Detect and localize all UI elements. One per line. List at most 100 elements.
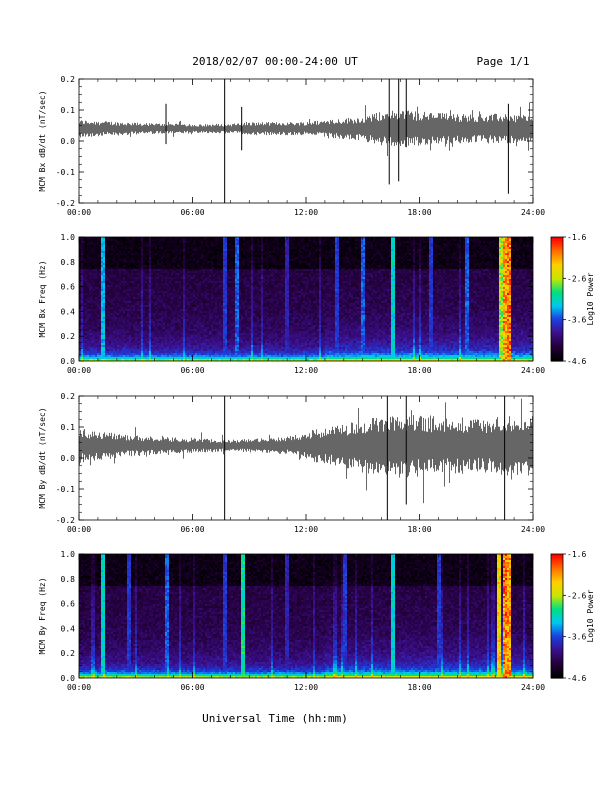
spectrogram-cell [107,251,109,253]
spectrogram-cell [167,321,169,323]
spectrogram-cell [149,265,151,267]
spectrogram-cell [107,347,109,349]
spectrogram-cell [83,337,85,339]
spectrogram-cell [131,293,133,295]
spectrogram-cell [125,347,127,349]
spectrogram-cell [95,241,97,243]
spectrogram-cell [129,251,131,253]
spectrogram-cell [149,247,151,249]
spectrogram-cell [103,293,105,295]
spectrogram-cell [103,247,105,249]
spectrogram-cell [145,275,147,277]
spectrogram-cell [153,247,155,249]
spectrogram-cell [101,339,103,341]
spectrogram-cell [149,315,151,317]
spectrogram-cell [165,301,167,303]
spectrogram-cell [161,327,163,329]
spectrogram-cell [135,243,137,245]
spectrogram-cell [105,337,107,339]
spectrogram-cell [123,291,125,293]
spectrogram-cell [129,259,131,261]
spectrogram-cell [81,321,83,323]
spectrogram-cell [91,317,93,319]
spectrogram-cell [145,347,147,349]
spectrogram-cell [127,321,129,323]
spectrogram-cell [131,289,133,291]
spectrogram-cell [115,347,117,349]
spectrogram-cell [87,293,89,295]
spectrogram-cell [111,275,113,277]
spectrogram-cell [85,279,87,281]
spectrogram-cell [165,357,167,359]
spectrogram-cell [111,259,113,261]
spectrogram-cell [99,297,101,299]
spectrogram-cell [155,249,157,251]
spectrogram-cell [135,335,137,337]
spectrogram-cell [131,327,133,329]
spectrogram-cell [143,253,145,255]
spectrogram-cell [121,353,123,355]
spectrogram-cell [131,245,133,247]
spectrogram-cell [151,289,153,291]
spectrogram-cell [109,267,111,269]
spectrogram-cell [139,321,141,323]
spectrogram [79,237,533,361]
spectrogram-cell [171,307,173,309]
spectrogram-cell [123,301,125,303]
spectrogram-cell [99,347,101,349]
spectrogram-cell [105,251,107,253]
spectrogram-cell [165,241,167,243]
spectrogram-cell [95,271,97,273]
spectrogram-cell [147,251,149,253]
spectrogram-cell [91,347,93,349]
spectrogram-cell [159,245,161,247]
spectrogram-cell [121,339,123,341]
spectrogram-cell [151,245,153,247]
spectrogram-cell [85,255,87,257]
spectrogram-cell [111,249,113,251]
spectrogram-cell [101,257,103,259]
spectrogram-cell [167,271,169,273]
spectrogram-cell [143,303,145,305]
spectrogram-cell [173,299,175,301]
spectrogram-cell [137,347,139,349]
spectrogram-cell [141,297,143,299]
spectrogram-cell [81,355,83,357]
spectrogram-cell [95,261,97,263]
spectrogram-cell [107,355,109,357]
spectrogram-cell [135,329,137,331]
spectrogram-cell [121,307,123,309]
spectrogram-cell [109,323,111,325]
spectrogram-cell [97,277,99,279]
spectrogram-cell [129,289,131,291]
spectrogram-cell [81,275,83,277]
spectrogram-cell [171,263,173,265]
spectrogram-cell [141,323,143,325]
spectrogram-cell [165,263,167,265]
spectrogram-cell [101,285,103,287]
spectrogram-cell [99,335,101,337]
spectrogram-cell [149,289,151,291]
spectrogram-cell [167,243,169,245]
spectrogram-cell [115,277,117,279]
spectrogram-cell [141,333,143,335]
spectrogram-cell [171,287,173,289]
spectrogram-cell [101,275,103,277]
spectrogram-cell [163,305,165,307]
spectrogram-cell [111,247,113,249]
x-tick-label: 06:00 [180,208,204,217]
spectrogram-cell [117,315,119,317]
spectrogram-cell [143,259,145,261]
spectrogram-cell [159,351,161,353]
spectrogram-cell [169,327,171,329]
spectrogram-cell [117,319,119,321]
spectrogram-cell [133,247,135,249]
spectrogram-cell [107,307,109,309]
spectrogram-cell [123,287,125,289]
spectrogram-cell [107,239,109,241]
spectrogram-cell [143,281,145,283]
spectrogram-cell [135,269,137,271]
spectrogram-cell [121,317,123,319]
spectrogram-cell [101,271,103,273]
spectrogram-cell [169,357,171,359]
